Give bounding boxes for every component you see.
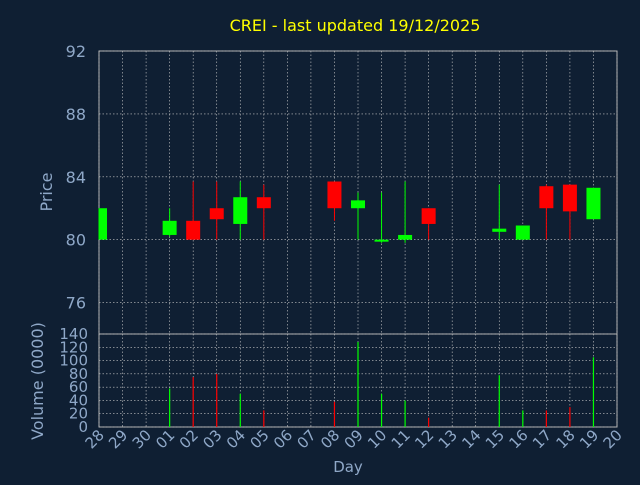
candle <box>562 184 577 240</box>
x-tick-label: 06 <box>270 426 296 452</box>
x-tick-label: 16 <box>505 426 531 452</box>
x-tick-label: 18 <box>553 426 579 452</box>
x-tick-label: 14 <box>458 426 484 452</box>
volume-tick-label: 140 <box>59 325 88 343</box>
candle <box>421 208 436 240</box>
candle <box>233 181 248 240</box>
candle <box>98 208 107 240</box>
x-tick-label: 10 <box>364 426 390 452</box>
chart-title: CREI - last updated 19/12/2025 <box>230 16 481 35</box>
x-tick-label: 19 <box>576 426 602 452</box>
price-panel: 76 80 84 88 92 <box>66 42 618 335</box>
volume-tick-label: 60 <box>69 378 88 396</box>
x-tick-label: 12 <box>411 426 437 452</box>
candle-body <box>586 187 601 220</box>
x-tick-label: 02 <box>176 426 202 452</box>
x-axis-label: Day <box>333 458 363 476</box>
candle <box>162 208 177 237</box>
price-tick-label: 92 <box>66 42 86 61</box>
volume-tick-label: 20 <box>69 405 88 423</box>
price-axis-label: Price <box>37 172 56 211</box>
volume-tick-label: 0 <box>78 418 88 436</box>
candle <box>515 225 530 240</box>
candle <box>209 181 224 240</box>
candle-body <box>162 220 177 235</box>
x-tick-label: 09 <box>341 426 367 452</box>
candle-body <box>421 208 436 224</box>
candle-body <box>374 239 389 242</box>
price-tick-label: 76 <box>66 294 86 313</box>
volume-tick-label: 80 <box>69 365 88 383</box>
candle <box>374 192 389 243</box>
candle <box>256 184 271 240</box>
volume-tick-label: 40 <box>69 391 88 409</box>
volume-tick-label: 100 <box>59 352 88 370</box>
candle-body <box>327 181 342 209</box>
candle-body <box>233 197 248 224</box>
x-tick-label: 08 <box>317 426 343 452</box>
x-tick-label: 29 <box>105 426 131 452</box>
x-tick-label: 05 <box>246 426 272 452</box>
x-tick-label: 17 <box>529 426 555 452</box>
candle-body <box>186 220 201 240</box>
x-tick-label: 04 <box>223 426 249 452</box>
candle-body <box>539 186 554 209</box>
candle <box>398 181 413 243</box>
price-tick-label: 88 <box>66 105 86 124</box>
candle-body <box>562 184 577 212</box>
x-tick-label: 03 <box>199 426 225 452</box>
x-tick-label: 13 <box>435 426 461 452</box>
candle-body <box>99 208 107 240</box>
candle <box>492 184 507 240</box>
volume-tick-label: 120 <box>59 338 88 356</box>
price-tick-label: 84 <box>66 168 86 187</box>
candle-body <box>351 200 365 209</box>
x-tick-label: 11 <box>388 426 414 452</box>
candle <box>327 181 342 221</box>
candle <box>351 192 365 240</box>
x-tick-label: 30 <box>129 426 155 452</box>
candle <box>539 184 554 240</box>
candle <box>186 181 201 240</box>
x-tick-label: 20 <box>600 426 626 452</box>
x-tick-label: 15 <box>482 426 508 452</box>
candle-body <box>515 225 530 240</box>
price-tick-label: 80 <box>66 231 86 250</box>
candle-body <box>492 228 507 232</box>
x-tick-label: 07 <box>294 426 320 452</box>
candle-body <box>256 197 271 209</box>
candle <box>586 187 601 220</box>
x-axis: 2829300102030405060708091011121314151617… <box>82 426 626 452</box>
candle-body <box>398 234 413 240</box>
x-tick-label: 01 <box>152 426 178 452</box>
candle-body <box>209 208 224 220</box>
volume-axis-label: Volume (0000) <box>28 322 47 440</box>
